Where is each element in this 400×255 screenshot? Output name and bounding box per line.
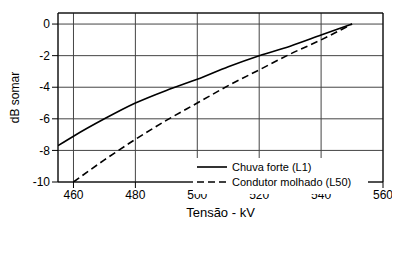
svg-text:-4: -4 bbox=[39, 80, 50, 94]
svg-text:500: 500 bbox=[187, 188, 207, 202]
svg-text:Tensão - kV: Tensão - kV bbox=[186, 205, 255, 220]
svg-text:-8: -8 bbox=[39, 144, 50, 158]
svg-text:460: 460 bbox=[63, 188, 83, 202]
svg-text:480: 480 bbox=[125, 188, 145, 202]
html-text:Chuva forte (L1): Chuva forte (L1) bbox=[232, 161, 312, 173]
svg-text:560: 560 bbox=[373, 188, 392, 202]
svg-text:dB somar: dB somar bbox=[8, 72, 22, 123]
svg-text:520: 520 bbox=[249, 188, 269, 202]
svg-text:0: 0 bbox=[43, 17, 50, 31]
html-text:Condutor molhado (L50): Condutor molhado (L50) bbox=[232, 176, 352, 188]
svg-text:540: 540 bbox=[311, 188, 331, 202]
svg-text:-6: -6 bbox=[39, 112, 50, 126]
svg-text:-10: -10 bbox=[33, 175, 51, 189]
svg-text:-2: -2 bbox=[39, 49, 50, 63]
